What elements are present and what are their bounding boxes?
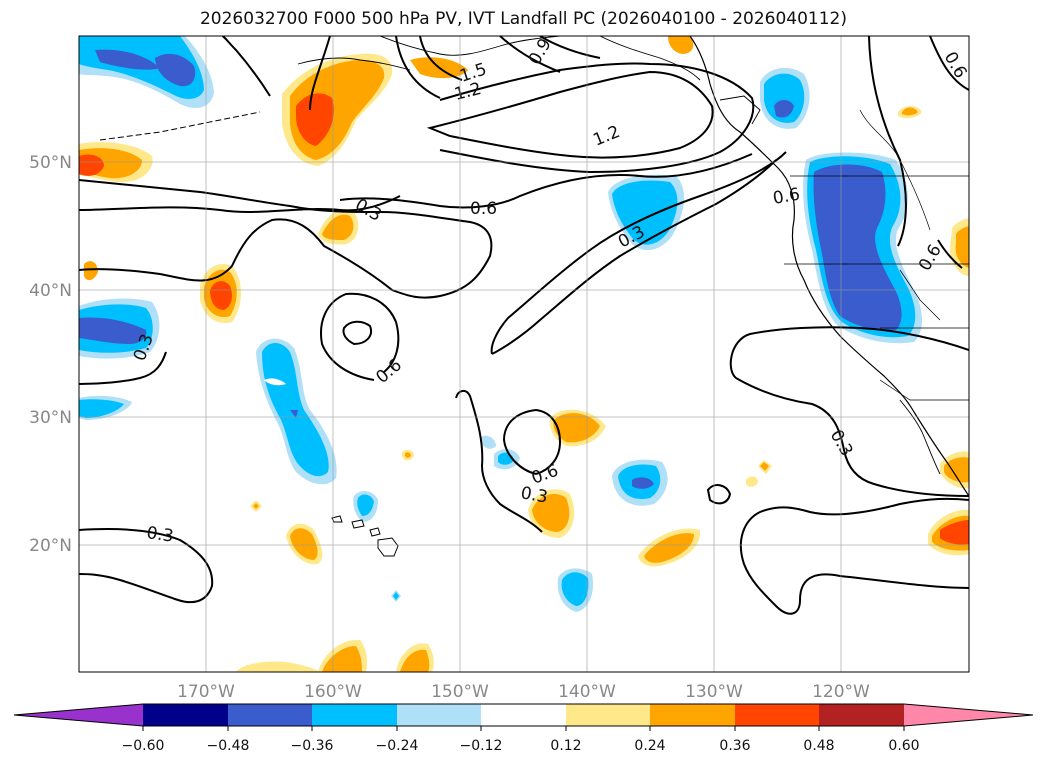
colorbar-segment [819,704,904,726]
lon-label-150w: 150°W [431,682,489,702]
colorbar-tick-label: −0.60 [122,738,165,754]
contour-label: 0.6 [771,185,801,209]
colorbar-segment [650,704,735,726]
coastlines [99,36,969,497]
colorbar-tick-label: −0.48 [207,738,250,754]
map-background [79,36,969,672]
lat-label-30n: 30°N [29,408,72,428]
colorbar-segment [143,704,228,726]
colorbar-segment [566,704,650,726]
colorbar-segment [228,704,312,726]
gridlines [79,36,969,672]
colorbar-tick-label: 0.24 [634,738,665,754]
lon-label-170w: 170°W [177,682,235,702]
colorbar-tick-label: 0.60 [888,738,919,754]
colorbar-tick-label: −0.24 [376,738,419,754]
colorbar-segment [481,704,566,726]
contour-label: 0.3 [519,483,549,507]
colorbar-tick-label: 0.12 [550,738,581,754]
colorbar-tick-label: −0.36 [291,738,334,754]
lon-label-120w: 120°W [812,682,870,702]
lat-label-50n: 50°N [29,153,72,173]
colorbar-tick-label: 0.36 [719,738,750,754]
colorbar-segment [735,704,819,726]
lat-label-20n: 20°N [29,536,72,556]
colorbar-segment [312,704,397,726]
latitude-labels: 50°N 40°N 30°N 20°N [29,153,72,556]
contour-label: 0.3 [145,523,175,547]
lon-label-160w: 160°W [304,682,362,702]
contour-label: 0.6 [470,199,497,219]
map-frame [78,35,970,673]
colorbar-tick-label: −0.12 [460,738,503,754]
lon-label-130w: 130°W [685,682,743,702]
colorbar-segment [397,704,481,726]
pv-contours [79,36,969,615]
lat-label-40n: 40°N [29,281,72,301]
map-title: 2026032700 F000 500 hPa PV, IVT Landfall… [199,9,847,29]
colorbar-tick-label: 0.48 [803,738,834,754]
colorbar-ticks [142,726,905,731]
longitude-labels: 170°W 160°W 150°W 140°W 130°W 120°W [177,682,870,702]
lon-label-140w: 140°W [558,682,616,702]
shaded-anomaly-field [79,36,969,672]
colorbar-extend-low [14,704,143,726]
colorbar-extend-high [904,704,1033,726]
colorbar: −0.60 −0.48 −0.36 −0.24 −0.12 0.12 0.24 … [13,703,1034,754]
hawaii-islands [331,515,399,557]
